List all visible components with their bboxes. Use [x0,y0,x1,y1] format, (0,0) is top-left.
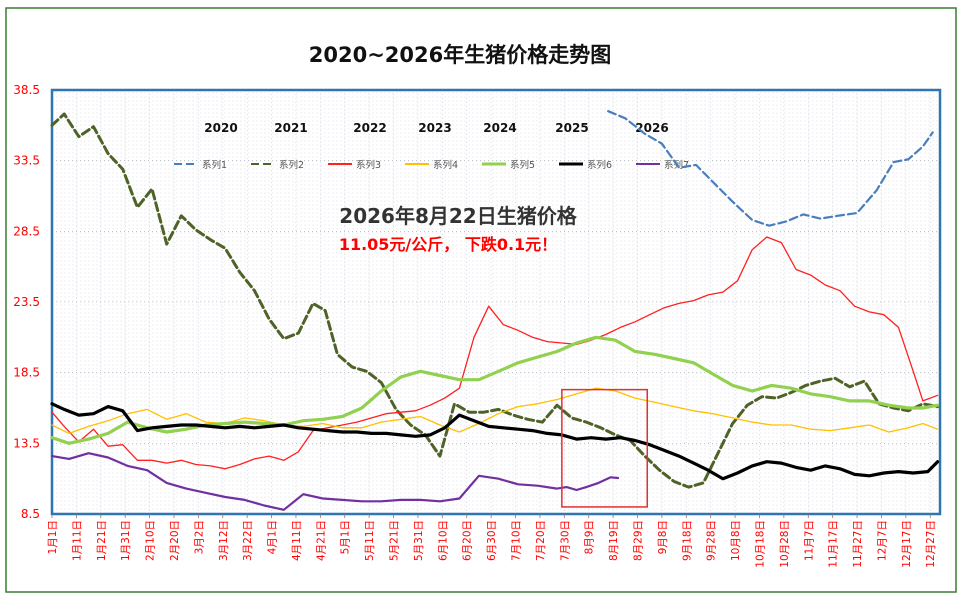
year-label: 2022 [353,121,386,135]
x-tick-label: 11月17日 [828,520,840,568]
x-axis: 1月1日 1月11日 1月21日 1月31日 2月10日 2月20日 3月2日 3月12日 3月… [47,514,937,568]
legend-label: 系列6 [587,159,612,171]
x-tick-label: 3月2日 [193,520,205,554]
legend-label: 系列3 [356,159,381,171]
series-line [50,402,940,481]
legend-label: 系列2 [279,159,304,171]
x-tick-label: 12月17日 [901,520,913,568]
x-tick-label: 10月8日 [730,520,742,561]
x-tick-label: 6月20日 [462,520,474,561]
year-label: 2023 [418,121,451,135]
legend-label: 系列4 [433,159,458,171]
x-tick-label: 1月21日 [96,520,108,561]
x-tick-label: 5月11日 [364,520,376,561]
y-tick-label: 33.5 [13,154,40,168]
x-tick-label: 12月27日 [925,520,937,568]
x-tick-label: 5月21日 [389,520,401,561]
y-axis: 8.5 13.5 18.5 23.5 28.5 33.5 38.5 [13,83,40,521]
y-tick-label: 13.5 [13,436,40,450]
y-tick-label: 28.5 [13,224,40,238]
year-label: 2025 [555,121,588,135]
y-tick-label: 18.5 [13,366,40,380]
x-tick-label: 5月31日 [413,520,425,561]
y-tick-label: 38.5 [13,83,40,97]
x-tick-label: 6月30日 [486,520,498,561]
x-tick-label: 12月7日 [876,520,888,561]
x-tick-label: 2月20日 [169,520,181,561]
highlight-box [561,388,649,508]
plot-border [50,88,942,516]
series-line [50,452,620,511]
x-tick-label: 1月11日 [71,520,83,561]
year-label: 2021 [274,121,307,135]
x-tick-label: 3月12日 [218,520,230,561]
x-tick-label: 10月18日 [754,520,766,568]
x-tick-label: 3月22日 [242,520,254,561]
x-tick-label: 7月30日 [559,520,571,561]
series-line [607,110,934,227]
x-tick-label: 4月1日 [267,520,279,554]
x-tick-label: 9月28日 [706,520,718,561]
x-tick-label: 5月1日 [340,520,352,554]
x-tick-label: 8月29日 [632,520,644,561]
x-tick-label: 4月11日 [291,520,303,561]
legend-label: 系列5 [510,159,535,171]
x-tick-label: 11月27日 [852,520,864,568]
year-label: 2020 [204,121,237,135]
year-labels: 2020 2021 2022 2023 2024 2025 2026 [204,121,668,135]
x-tick-label: 9月8日 [657,520,669,554]
x-tick-label: 1月1日 [47,520,59,554]
x-tick-label: 2月10日 [145,520,157,561]
x-tick-label: 8月19日 [608,520,620,561]
x-tick-label: 8月9日 [584,520,596,554]
annotation-text: 11.05元/公斤， 下跌0.1元！ [339,235,557,254]
y-tick-label: 8.5 [21,507,40,521]
y-tick-label: 23.5 [13,295,40,309]
x-tick-label: 9月18日 [681,520,693,561]
series-line [50,112,940,489]
legend: 系列1 系列2 系列3 系列4 系列5 系列6 系列7 [174,159,689,171]
x-tick-label: 7月10日 [511,520,523,561]
chart-title: 2020~2026年生猪价格走势图 [309,43,612,67]
x-tick-label: 6月10日 [437,520,449,561]
series-line [51,236,939,470]
series-lines [50,110,940,511]
x-tick-label: 4月21日 [315,520,327,561]
year-label: 2024 [483,121,516,135]
outer-border [5,7,957,593]
annotation-title: 2026年8月22日生猪价格 [339,204,577,228]
x-tick-label: 7月20日 [535,520,547,561]
x-tick-label: 1月31日 [120,520,132,561]
legend-label: 系列1 [202,159,227,171]
x-tick-label: 11月7日 [803,520,815,561]
x-tick-label: 10月28日 [779,520,791,568]
series-line [51,387,939,435]
year-label: 2026 [635,121,668,135]
